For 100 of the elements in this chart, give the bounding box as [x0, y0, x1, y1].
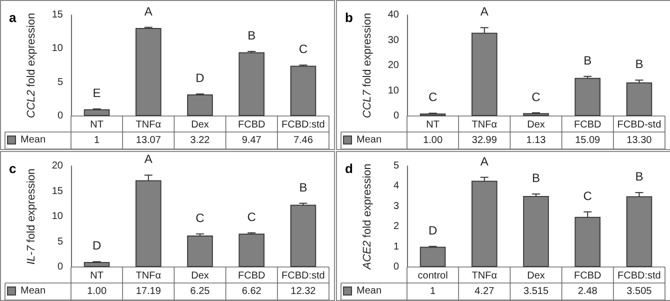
bar — [84, 262, 110, 267]
legend-label: Mean — [20, 286, 46, 296]
chart-title: c — [9, 161, 16, 176]
annotation: B — [299, 180, 308, 194]
bar — [574, 216, 600, 267]
data-label: 1.13 — [526, 135, 546, 146]
y-tick-label: 5 — [57, 236, 64, 248]
y-tick-label: 3 — [393, 200, 400, 212]
legend-label: Mean — [356, 134, 382, 146]
annotation: C — [196, 210, 205, 225]
data-label: 6.62 — [242, 286, 262, 297]
annotation: D — [196, 70, 205, 85]
data-label: 1.00 — [87, 286, 107, 297]
bar — [626, 82, 652, 116]
annotation: B — [635, 170, 644, 184]
bar — [290, 204, 316, 267]
x-tick-label: TNFα — [136, 120, 162, 130]
y-axis-title: CCL2 fold expression — [26, 12, 38, 118]
x-tick-label: NT — [90, 120, 104, 130]
data-label: 1.00 — [423, 135, 443, 146]
y-axis-title: ACE2 fold expression — [362, 164, 374, 270]
data-label: 2.48 — [578, 286, 598, 297]
annotation: B — [584, 53, 592, 68]
x-tick-label: Dex — [527, 120, 545, 130]
y-tick-label: 2 — [393, 221, 400, 232]
y-tick-label: 0 — [393, 262, 400, 272]
bar — [523, 196, 549, 267]
y-tick-label: 5 — [393, 160, 400, 172]
bar — [238, 52, 264, 116]
annotation: B — [635, 57, 644, 72]
data-label: 1 — [94, 135, 100, 146]
y-tick-label: 15 — [52, 186, 64, 197]
y-tick-label: 10 — [388, 85, 400, 96]
data-label: 6.25 — [190, 286, 210, 297]
data-label: 13.30 — [626, 135, 652, 146]
x-tick-label: NT — [426, 120, 440, 130]
chart-title: a — [9, 10, 17, 25]
y-tick-label: 20 — [52, 160, 64, 172]
data-label: 9.47 — [242, 135, 262, 146]
bar — [187, 94, 213, 116]
x-tick-label: FCBD-std — [617, 120, 662, 130]
data-label: 3.505 — [626, 286, 652, 297]
y-tick-label: 1 — [393, 241, 400, 252]
chart-title: d — [345, 161, 353, 176]
annotation: B — [248, 28, 256, 42]
bar — [238, 234, 264, 267]
data-label: 3.22 — [190, 135, 210, 146]
annotation: C — [532, 90, 541, 104]
x-tick-label: TNFα — [472, 270, 498, 282]
x-tick-label: NT — [90, 270, 104, 282]
y-axis-title: IL-7 fold expression — [26, 168, 38, 265]
x-tick-label: FCBD:std — [282, 120, 325, 130]
annotation: D — [428, 223, 438, 238]
data-label: 15.09 — [575, 135, 601, 146]
y-tick-label: 4 — [393, 180, 400, 192]
bar — [472, 180, 498, 267]
data-label: 12.32 — [290, 286, 316, 297]
x-tick-label: FCBD:std — [282, 270, 325, 282]
x-tick-label: Dex — [191, 270, 209, 282]
y-tick-label: 5 — [57, 76, 64, 88]
y-tick-label: 0 — [393, 110, 400, 122]
x-tick-label: Dex — [191, 120, 209, 130]
data-label: 3.515 — [523, 286, 549, 297]
x-tick-label: TNFα — [472, 120, 498, 130]
bar — [290, 66, 316, 116]
data-label: 1 — [430, 286, 436, 297]
annotation: B — [532, 170, 540, 185]
y-tick-label: 30 — [388, 34, 400, 46]
y-tick-label: 10 — [52, 43, 64, 54]
data-label: 32.99 — [472, 135, 498, 146]
y-tick-label: 40 — [388, 10, 400, 20]
data-label: 13.07 — [136, 135, 162, 146]
bar — [626, 196, 652, 267]
y-tick-label: 15 — [52, 10, 64, 20]
y-tick-label: 10 — [52, 211, 64, 222]
x-tick-label: FCBD — [238, 120, 266, 130]
annotation: C — [247, 210, 256, 224]
bar — [84, 109, 110, 116]
annotation: C — [298, 42, 308, 56]
y-tick-label: 0 — [57, 262, 64, 272]
y-tick-label: 20 — [388, 60, 400, 71]
x-tick-label: TNFα — [136, 270, 162, 282]
annotation: A — [144, 4, 152, 18]
bar — [187, 235, 213, 267]
legend-label: Mean — [356, 286, 382, 296]
bar — [420, 246, 446, 267]
x-tick-label: Dex — [527, 270, 545, 282]
annotation: A — [480, 154, 488, 168]
x-tick-label: control — [418, 270, 448, 282]
x-tick-label: FCBD — [574, 270, 602, 282]
legend-label: Mean — [20, 134, 46, 146]
x-tick-label: FCBD:std — [618, 270, 661, 282]
annotation: D — [92, 238, 102, 253]
annotation: C — [583, 188, 592, 203]
bar — [136, 28, 162, 116]
x-tick-label: FCBD — [574, 120, 602, 130]
data-label: 4.27 — [474, 286, 495, 297]
data-label: 17.19 — [136, 286, 162, 297]
bar — [574, 78, 600, 116]
chart-title: b — [345, 10, 353, 25]
